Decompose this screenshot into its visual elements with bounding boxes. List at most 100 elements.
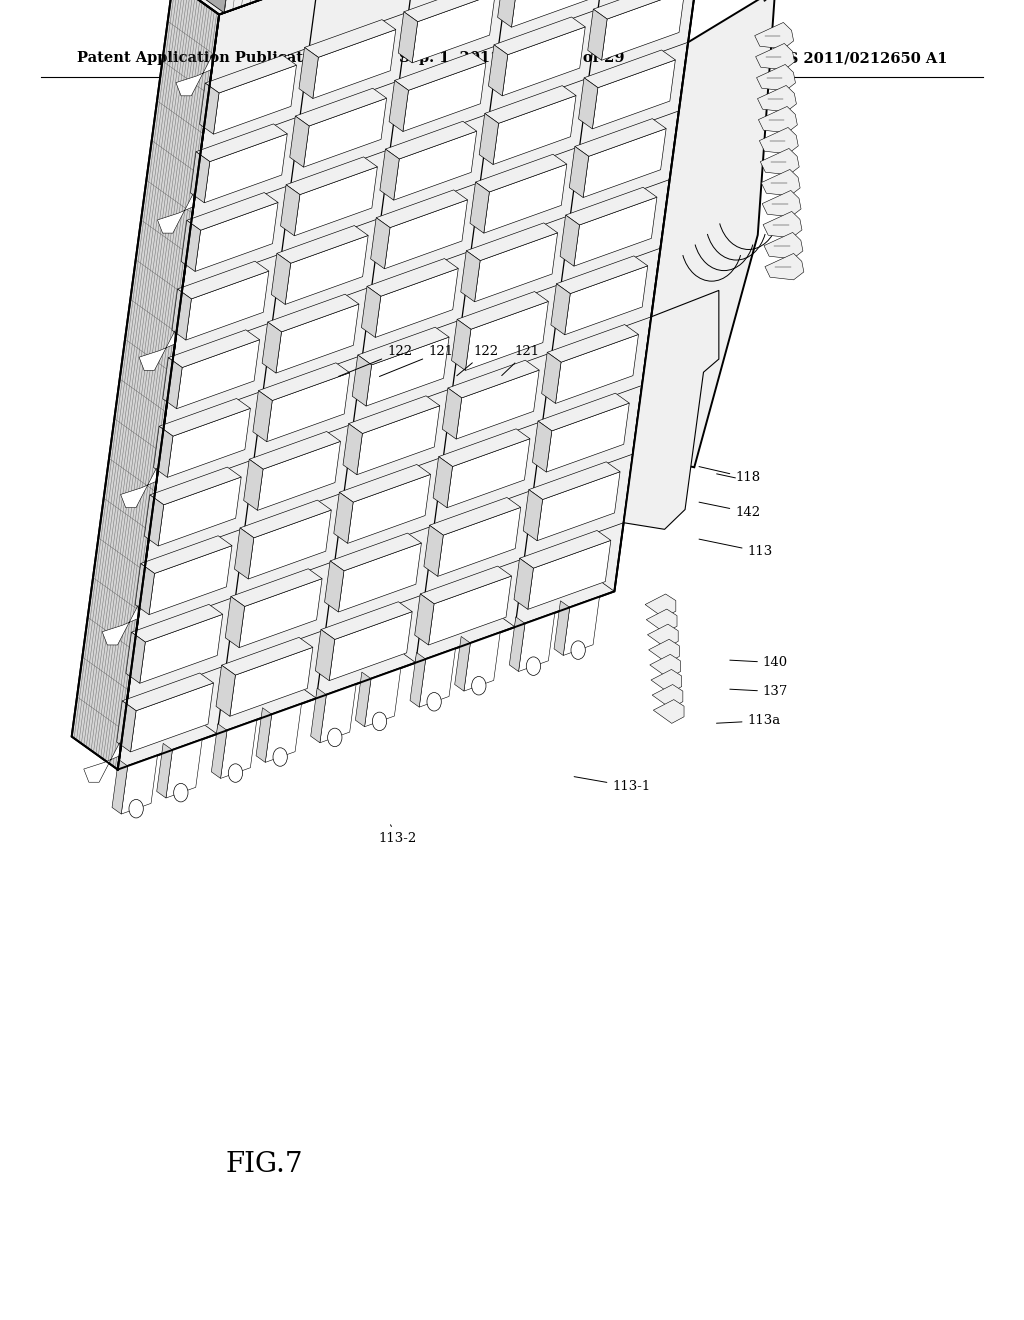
- Polygon shape: [601, 0, 685, 61]
- Polygon shape: [366, 337, 450, 407]
- Text: 118: 118: [699, 466, 761, 484]
- Polygon shape: [121, 755, 158, 814]
- Polygon shape: [176, 339, 260, 409]
- Circle shape: [328, 729, 342, 747]
- Polygon shape: [315, 630, 335, 681]
- Polygon shape: [569, 147, 589, 198]
- Polygon shape: [195, 202, 279, 272]
- Polygon shape: [762, 190, 801, 216]
- Polygon shape: [452, 319, 471, 371]
- Polygon shape: [334, 492, 353, 544]
- Polygon shape: [402, 62, 486, 132]
- Polygon shape: [509, 616, 525, 672]
- Polygon shape: [446, 438, 530, 508]
- Polygon shape: [112, 759, 128, 814]
- Polygon shape: [551, 284, 570, 335]
- Polygon shape: [403, 0, 496, 21]
- Polygon shape: [158, 194, 194, 234]
- Polygon shape: [276, 226, 369, 263]
- Polygon shape: [563, 597, 599, 656]
- Polygon shape: [130, 682, 214, 752]
- Polygon shape: [648, 639, 679, 663]
- Polygon shape: [126, 632, 145, 684]
- Polygon shape: [461, 251, 480, 302]
- Text: FIG.7: FIG.7: [225, 1151, 303, 1177]
- Polygon shape: [204, 133, 288, 203]
- Polygon shape: [394, 53, 486, 90]
- Polygon shape: [376, 190, 468, 227]
- Polygon shape: [760, 128, 799, 154]
- Polygon shape: [177, 261, 269, 298]
- Polygon shape: [442, 388, 462, 440]
- Text: 122: 122: [339, 346, 413, 376]
- Polygon shape: [343, 424, 362, 475]
- Polygon shape: [266, 372, 350, 442]
- Text: 122: 122: [457, 346, 499, 376]
- Polygon shape: [583, 128, 667, 198]
- Polygon shape: [759, 107, 798, 133]
- Polygon shape: [173, 0, 716, 15]
- Polygon shape: [186, 193, 279, 230]
- Polygon shape: [158, 477, 242, 546]
- Polygon shape: [385, 121, 477, 158]
- Polygon shape: [229, 647, 313, 717]
- Polygon shape: [537, 471, 621, 541]
- Polygon shape: [281, 185, 300, 236]
- Polygon shape: [584, 50, 676, 87]
- Polygon shape: [234, 528, 254, 579]
- Circle shape: [427, 693, 441, 711]
- Text: 113-1: 113-1: [574, 776, 650, 793]
- Circle shape: [174, 784, 188, 803]
- Polygon shape: [457, 292, 549, 329]
- Text: 121: 121: [502, 346, 540, 376]
- Polygon shape: [592, 59, 676, 129]
- Polygon shape: [475, 154, 567, 191]
- Polygon shape: [221, 638, 313, 675]
- Polygon shape: [466, 223, 558, 260]
- Polygon shape: [310, 688, 327, 743]
- Polygon shape: [199, 0, 229, 13]
- Polygon shape: [84, 743, 120, 783]
- Polygon shape: [181, 220, 201, 272]
- Polygon shape: [455, 636, 470, 692]
- Polygon shape: [532, 421, 552, 473]
- Polygon shape: [565, 187, 657, 224]
- Polygon shape: [488, 45, 508, 96]
- Polygon shape: [389, 81, 409, 132]
- Polygon shape: [166, 739, 202, 799]
- Polygon shape: [118, 0, 716, 770]
- Polygon shape: [528, 462, 621, 499]
- Polygon shape: [190, 152, 210, 203]
- Polygon shape: [547, 325, 639, 362]
- Polygon shape: [216, 665, 236, 717]
- Polygon shape: [253, 391, 272, 442]
- Polygon shape: [329, 611, 413, 681]
- Polygon shape: [157, 743, 172, 799]
- Polygon shape: [140, 536, 232, 573]
- Polygon shape: [352, 355, 372, 407]
- Polygon shape: [285, 235, 369, 305]
- Polygon shape: [538, 393, 630, 430]
- Polygon shape: [438, 429, 530, 466]
- Polygon shape: [290, 116, 309, 168]
- Polygon shape: [560, 215, 580, 267]
- Polygon shape: [633, 0, 775, 467]
- Polygon shape: [365, 668, 400, 727]
- Polygon shape: [650, 655, 681, 678]
- Polygon shape: [144, 495, 164, 546]
- Polygon shape: [367, 259, 459, 296]
- Polygon shape: [148, 545, 232, 615]
- Polygon shape: [139, 331, 175, 371]
- Polygon shape: [765, 253, 804, 280]
- Polygon shape: [230, 569, 323, 606]
- Polygon shape: [196, 124, 288, 161]
- Polygon shape: [117, 701, 136, 752]
- Polygon shape: [375, 268, 459, 338]
- Polygon shape: [357, 327, 450, 364]
- Polygon shape: [380, 149, 399, 201]
- Polygon shape: [299, 48, 318, 99]
- Circle shape: [571, 642, 586, 660]
- Circle shape: [273, 747, 288, 766]
- Polygon shape: [176, 57, 212, 96]
- Polygon shape: [514, 558, 534, 610]
